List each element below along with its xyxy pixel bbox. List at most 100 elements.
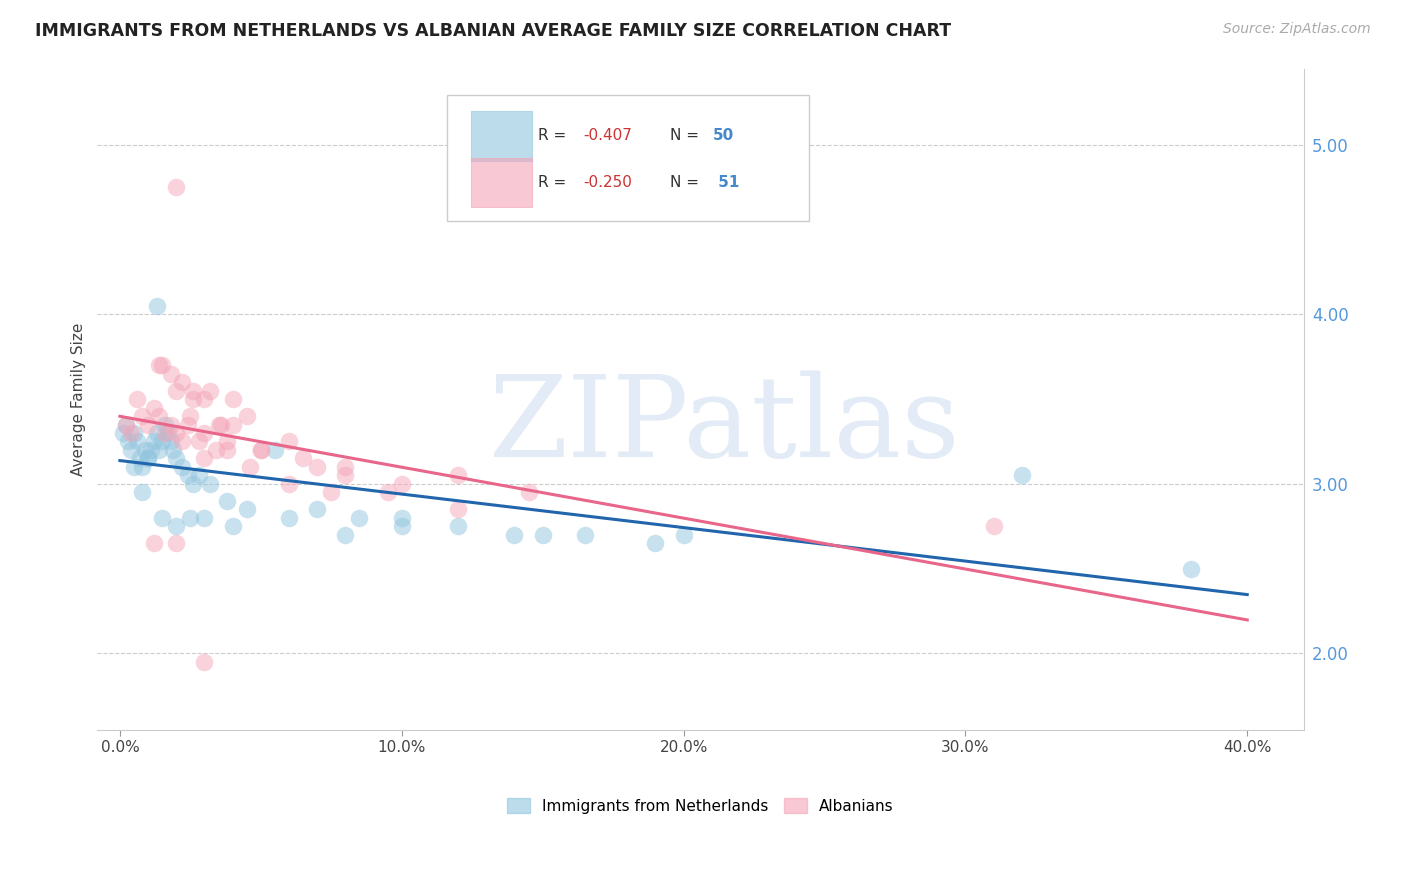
FancyBboxPatch shape bbox=[447, 95, 808, 220]
Point bbox=[391, 510, 413, 524]
Point bbox=[179, 409, 201, 423]
Point bbox=[111, 425, 134, 440]
Point bbox=[503, 527, 526, 541]
FancyBboxPatch shape bbox=[471, 112, 531, 161]
Point bbox=[447, 468, 470, 483]
Point bbox=[447, 519, 470, 533]
Point bbox=[181, 392, 204, 406]
Point bbox=[574, 527, 596, 541]
Point bbox=[114, 417, 136, 432]
Point bbox=[150, 358, 173, 372]
Point bbox=[198, 384, 221, 398]
Point bbox=[278, 476, 301, 491]
Point bbox=[179, 510, 201, 524]
Point bbox=[117, 434, 139, 449]
Point bbox=[165, 384, 187, 398]
Point bbox=[131, 409, 153, 423]
Point bbox=[162, 442, 184, 457]
Point bbox=[391, 476, 413, 491]
Point bbox=[122, 459, 145, 474]
Point bbox=[221, 417, 243, 432]
Point bbox=[335, 468, 357, 483]
Point bbox=[165, 425, 187, 440]
Point bbox=[377, 485, 399, 500]
Point bbox=[114, 417, 136, 432]
Point bbox=[176, 417, 198, 432]
Point bbox=[209, 417, 232, 432]
Y-axis label: Average Family Size: Average Family Size bbox=[72, 322, 86, 475]
Point bbox=[165, 536, 187, 550]
Point bbox=[193, 392, 215, 406]
Point bbox=[148, 409, 170, 423]
Point bbox=[193, 655, 215, 669]
Point bbox=[391, 519, 413, 533]
Point bbox=[278, 510, 301, 524]
Point bbox=[292, 451, 315, 466]
Legend: Immigrants from Netherlands, Albanians: Immigrants from Netherlands, Albanians bbox=[499, 790, 901, 822]
Point bbox=[142, 401, 165, 415]
Point bbox=[278, 434, 301, 449]
Text: -0.407: -0.407 bbox=[583, 128, 633, 144]
Point bbox=[215, 442, 238, 457]
Point bbox=[1011, 468, 1033, 483]
Text: 50: 50 bbox=[713, 128, 734, 144]
Point bbox=[447, 502, 470, 516]
Point bbox=[193, 510, 215, 524]
Point bbox=[335, 527, 357, 541]
Point bbox=[181, 476, 204, 491]
Text: R =: R = bbox=[537, 128, 571, 144]
Text: Source: ZipAtlas.com: Source: ZipAtlas.com bbox=[1223, 22, 1371, 37]
Point bbox=[131, 485, 153, 500]
Point bbox=[159, 434, 181, 449]
Point bbox=[531, 527, 554, 541]
Point bbox=[165, 180, 187, 194]
Point bbox=[215, 493, 238, 508]
Point bbox=[153, 417, 176, 432]
Point bbox=[125, 392, 148, 406]
Point bbox=[215, 434, 238, 449]
Point bbox=[142, 434, 165, 449]
Point bbox=[150, 510, 173, 524]
Text: IMMIGRANTS FROM NETHERLANDS VS ALBANIAN AVERAGE FAMILY SIZE CORRELATION CHART: IMMIGRANTS FROM NETHERLANDS VS ALBANIAN … bbox=[35, 22, 952, 40]
Point bbox=[148, 442, 170, 457]
Point bbox=[145, 425, 167, 440]
Point bbox=[122, 425, 145, 440]
Point bbox=[204, 442, 226, 457]
Point bbox=[193, 425, 215, 440]
Point bbox=[136, 417, 159, 432]
Point bbox=[321, 485, 343, 500]
Point bbox=[153, 425, 176, 440]
Point bbox=[120, 425, 142, 440]
FancyBboxPatch shape bbox=[471, 158, 531, 207]
Point bbox=[983, 519, 1005, 533]
Point bbox=[250, 442, 273, 457]
Point bbox=[349, 510, 371, 524]
Point bbox=[165, 519, 187, 533]
Point bbox=[170, 459, 193, 474]
Point bbox=[198, 476, 221, 491]
Point bbox=[120, 442, 142, 457]
Point bbox=[159, 417, 181, 432]
Point bbox=[145, 299, 167, 313]
Point bbox=[335, 459, 357, 474]
Point bbox=[264, 442, 287, 457]
Text: 51: 51 bbox=[713, 175, 740, 190]
Point bbox=[187, 434, 209, 449]
Point bbox=[159, 367, 181, 381]
Point bbox=[150, 434, 173, 449]
Point bbox=[181, 384, 204, 398]
Point bbox=[250, 442, 273, 457]
Point bbox=[170, 375, 193, 389]
Point bbox=[672, 527, 695, 541]
Point bbox=[128, 451, 150, 466]
Point bbox=[238, 459, 260, 474]
Point bbox=[221, 519, 243, 533]
Text: N =: N = bbox=[671, 128, 704, 144]
Point bbox=[156, 425, 179, 440]
Point bbox=[235, 502, 257, 516]
Point bbox=[131, 459, 153, 474]
Point bbox=[193, 451, 215, 466]
Point bbox=[644, 536, 666, 550]
Text: N =: N = bbox=[671, 175, 704, 190]
Point bbox=[165, 451, 187, 466]
